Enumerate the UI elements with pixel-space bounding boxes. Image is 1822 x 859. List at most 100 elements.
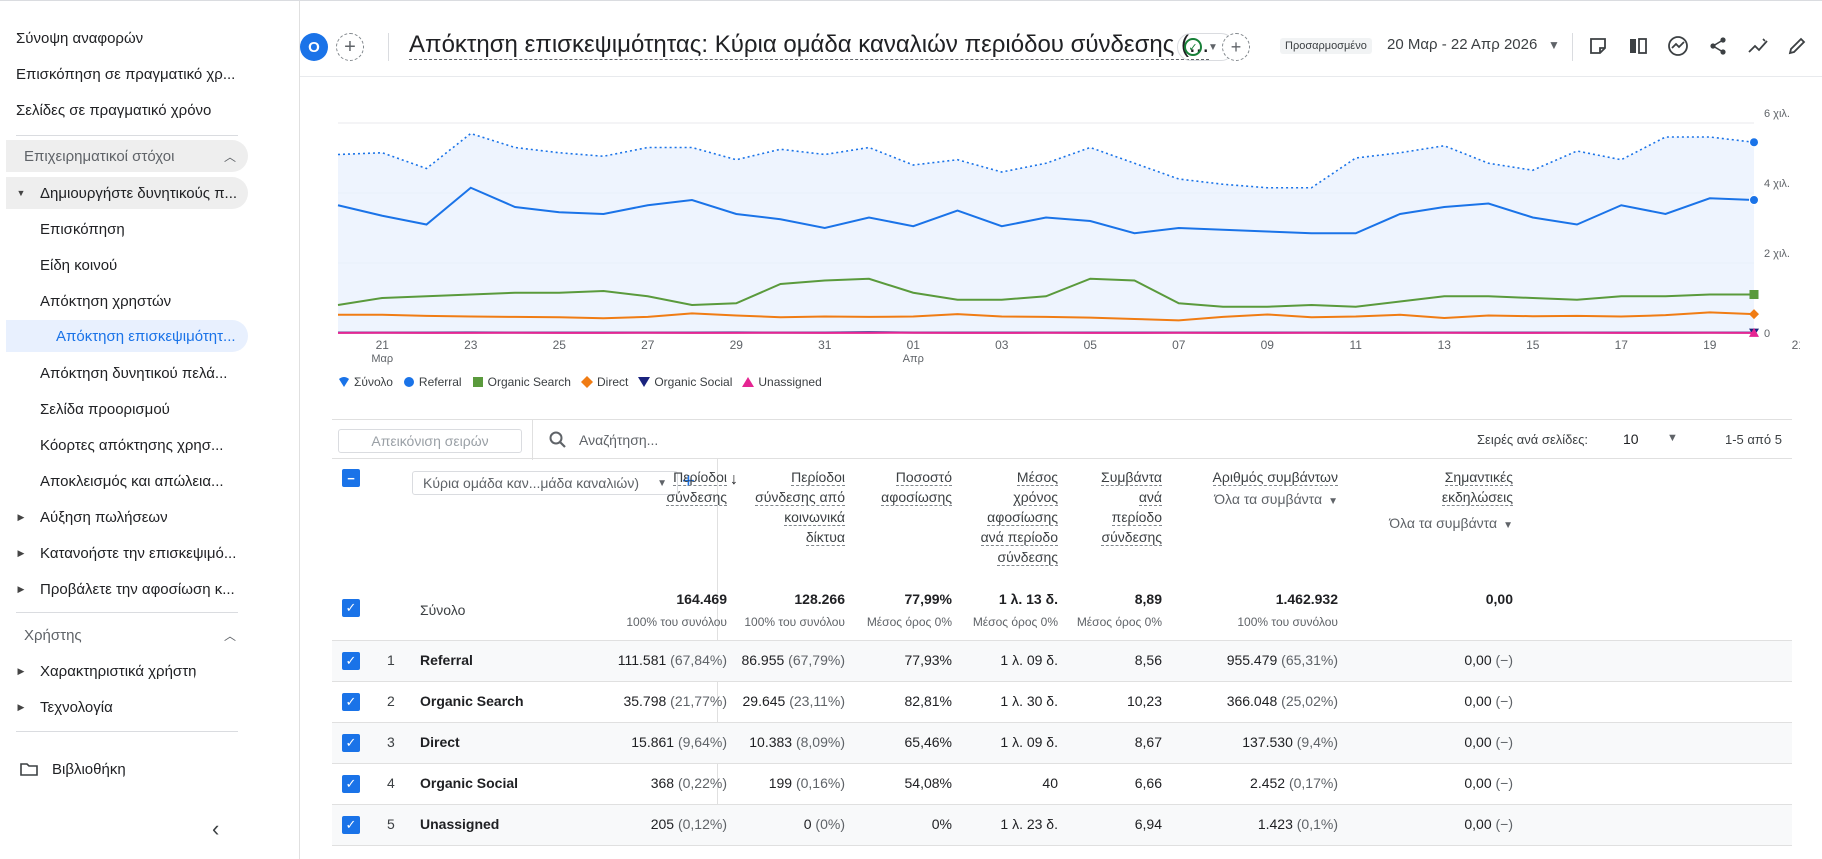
add-dimension-button[interactable]: + xyxy=(682,468,695,494)
insights-icon[interactable] xyxy=(1663,31,1693,61)
column-header-label: Περίοδοι xyxy=(673,469,727,486)
row-checkbox[interactable]: ✓ xyxy=(342,816,360,834)
sidebar-item-user-acquisition[interactable]: Απόκτηση χρηστών xyxy=(40,285,171,317)
legend-item[interactable]: Direct xyxy=(580,375,628,389)
insights-note-icon[interactable] xyxy=(1583,31,1613,61)
column-header[interactable]: Ποσοστό αφοσίωσης xyxy=(842,467,952,507)
legend-item[interactable]: Organic Search xyxy=(472,375,571,389)
row-channel-name[interactable]: Direct xyxy=(420,734,460,750)
x-tick-label: 17 xyxy=(1615,338,1629,352)
row-cell: 1 λ. 30 δ. xyxy=(1000,693,1058,709)
sidebar-group-understand-traffic[interactable]: ▶ Κατανοήστε την επισκεψιμό... xyxy=(6,537,237,569)
row-checkbox[interactable]: ✓ xyxy=(342,652,360,670)
column-header-label: ανά περίοδο xyxy=(980,529,1058,546)
column-header[interactable]: Σημαντικές εκδηλώσεις Όλα τα συμβάντα ▼ xyxy=(1333,467,1513,536)
column-header[interactable]: Μέσος χρόνος αφοσίωσης ανά περίοδο σύνδεσης xyxy=(948,467,1058,567)
sidebar-item-landing-page[interactable]: Σελίδα προορισμού xyxy=(40,393,170,425)
row-cell: 10,23 xyxy=(1127,693,1162,709)
series-end-marker xyxy=(1749,309,1759,320)
x-tick-label: 21 xyxy=(1792,338,1800,352)
row-number: 4 xyxy=(387,775,395,791)
comparison-avatar[interactable]: O xyxy=(300,33,328,61)
row-checkbox[interactable]: ✓ xyxy=(342,693,360,711)
sidebar-item-library[interactable]: Βιβλιοθήκη xyxy=(20,753,126,785)
date-range-picker[interactable]: 20 Μαρ - 22 Απρ 2026 xyxy=(1387,36,1538,53)
sidebar-item-acquisition-cohorts[interactable]: Κόορτες απόκτησης χρησ... xyxy=(40,429,223,461)
rows-per-page-select[interactable]: 10 xyxy=(1623,431,1639,447)
legend-item[interactable]: Organic Social xyxy=(638,375,732,389)
anomaly-trend-icon[interactable] xyxy=(1743,31,1773,61)
column-header[interactable]: Περίοδοι σύνδεσης από κοινωνικά δίκτυα xyxy=(725,467,845,547)
sidebar-group-generate-leads[interactable]: ▼ Δημιουργήστε δυνητικούς π... xyxy=(6,177,248,209)
search-input[interactable] xyxy=(579,432,879,448)
table-row[interactable]: ✓ 2 Organic Search 35.798 (21,77%) 29.645 (2… xyxy=(332,682,1792,723)
sidebar-section-business-objectives[interactable]: Επιχειρηματικοί στόχοι ︿ xyxy=(6,140,248,172)
select-all-checkbox[interactable]: − xyxy=(342,469,360,487)
dimension-select[interactable]: Κύρια ομάδα καν...μάδα καναλιών) ▼ xyxy=(412,471,678,495)
sidebar-item-audiences[interactable]: Είδη κοινού xyxy=(40,249,117,281)
y-tick-label: 2 χιλ. xyxy=(1764,248,1790,260)
legend-item[interactable]: Unassigned xyxy=(742,375,822,389)
total-value: 8,89 xyxy=(1134,591,1162,607)
page-title[interactable]: Απόκτηση επισκεψιμότητας: Κύρια ομάδα κα… xyxy=(409,31,1209,60)
column-header[interactable]: Αριθμός συμβάντων Όλα τα συμβάντα ▼ xyxy=(1168,467,1338,512)
cell-value: 0,00 xyxy=(1464,734,1492,750)
sidebar-item-realtime-pages[interactable]: Σελίδες σε πραγματικό χρόνο xyxy=(16,94,211,126)
collapse-sidebar-button[interactable]: ‹ xyxy=(212,816,219,842)
row-channel-name[interactable]: Organic Social xyxy=(420,775,519,791)
sidebar-item-churn[interactable]: Αποκλεισμός και απώλεια... xyxy=(40,465,224,497)
event-filter-select[interactable]: Όλα τα συμβάντα ▼ xyxy=(1168,489,1338,512)
cell-value: 1.423 xyxy=(1257,816,1293,832)
sort-arrow-icon[interactable]: ↓ xyxy=(730,471,738,488)
total-checkbox[interactable]: ✓ xyxy=(342,599,360,617)
sidebar-group-user-attributes[interactable]: ▶ Χαρακτηριστικά χρήστη xyxy=(6,655,197,687)
sidebar-group-drive-sales[interactable]: ▶ Αύξηση πωλήσεων xyxy=(6,501,168,533)
row-number: 1 xyxy=(387,652,395,668)
chevron-down-icon[interactable]: ▼ xyxy=(1548,38,1560,52)
row-cell: 0,00 (−) xyxy=(1464,693,1513,709)
column-header-label: σύνδεσης από xyxy=(755,489,845,506)
table-row[interactable]: ✓ 1 Referral 111.581 (67,84%) 86.955 (67,79%… xyxy=(332,641,1792,682)
sidebar-item-overview[interactable]: Επισκόπηση xyxy=(40,213,125,245)
sidebar-item-traffic-acquisition[interactable]: Απόκτηση επισκεψιμότητ... xyxy=(6,320,248,352)
custom-date-badge: Προσαρμοσμένο xyxy=(1280,38,1372,54)
search-icon xyxy=(549,431,567,449)
row-cell: 955.479 (65,31%) xyxy=(1227,652,1338,668)
share-icon[interactable] xyxy=(1703,31,1733,61)
row-display-button[interactable]: Απεικόνιση σειρών xyxy=(338,429,522,453)
row-cell: 366.048 (25,02%) xyxy=(1227,693,1338,709)
legend-circle-icon xyxy=(403,377,414,387)
sidebar-section-user[interactable]: Χρήστης ︿ xyxy=(6,619,248,651)
edit-pencil-icon[interactable] xyxy=(1782,31,1812,61)
sidebar-item-realtime-overview[interactable]: Επισκόπηση σε πραγματικό χρ... xyxy=(16,58,235,90)
row-checkbox[interactable]: ✓ xyxy=(342,775,360,793)
table-row[interactable]: ✓ 3 Direct 15.861 (9,64%) 10.383 (8,09%) 65,4… xyxy=(332,723,1792,764)
sidebar-item-lead-acquisition[interactable]: Απόκτηση δυνητικού πελά... xyxy=(40,357,227,389)
cell-percent: (67,79%) xyxy=(784,652,845,668)
event-filter-select[interactable]: Όλα τα συμβάντα ▼ xyxy=(1333,513,1513,536)
plus-icon: + xyxy=(682,468,695,493)
dimension-label: Κύρια ομάδα καν...μάδα καναλιών) xyxy=(423,475,640,491)
add-comparison-button[interactable]: + xyxy=(336,33,364,61)
cell-value: 199 xyxy=(768,775,793,791)
column-header[interactable]: Περίοδοι σύνδεσης xyxy=(607,467,727,507)
compare-columns-icon[interactable] xyxy=(1623,31,1653,61)
table-row[interactable]: ✓ 4 Organic Social 368 (0,22%) 199 (0,16%) 54… xyxy=(332,764,1792,805)
chevron-down-icon[interactable]: ▼ xyxy=(1667,432,1678,444)
row-channel-name[interactable]: Unassigned xyxy=(420,816,500,832)
sidebar-group-technology[interactable]: ▶ Τεχνολογία xyxy=(6,691,113,723)
legend-item[interactable]: Referral xyxy=(403,375,462,389)
table-row[interactable]: ✓ 5 Unassigned 205 (0,12%) 0 (0%) 0% 1 λ. 23 δ… xyxy=(332,805,1792,846)
row-channel-name[interactable]: Referral xyxy=(420,652,473,668)
sidebar-item-label: Απόκτηση επισκεψιμότητ... xyxy=(56,327,236,345)
add-filter-button[interactable]: + xyxy=(1222,33,1250,61)
sidebar-item-reports-snapshot[interactable]: Σύνοψη αναφορών xyxy=(16,22,143,54)
x-tick-label: 07 xyxy=(1172,338,1186,352)
legend-item[interactable]: Σύνολο xyxy=(338,375,393,389)
row-checkbox[interactable]: ✓ xyxy=(342,734,360,752)
sidebar-group-view-engagement[interactable]: ▶ Προβάλετε την αφοσίωση κ... xyxy=(6,573,235,605)
column-header-label: ανά xyxy=(1138,489,1162,506)
row-channel-name[interactable]: Organic Search xyxy=(420,693,524,709)
x-tick-label: 31 xyxy=(818,338,832,352)
column-header[interactable]: Συμβάντα ανά περίοδο σύνδεσης xyxy=(1052,467,1162,547)
